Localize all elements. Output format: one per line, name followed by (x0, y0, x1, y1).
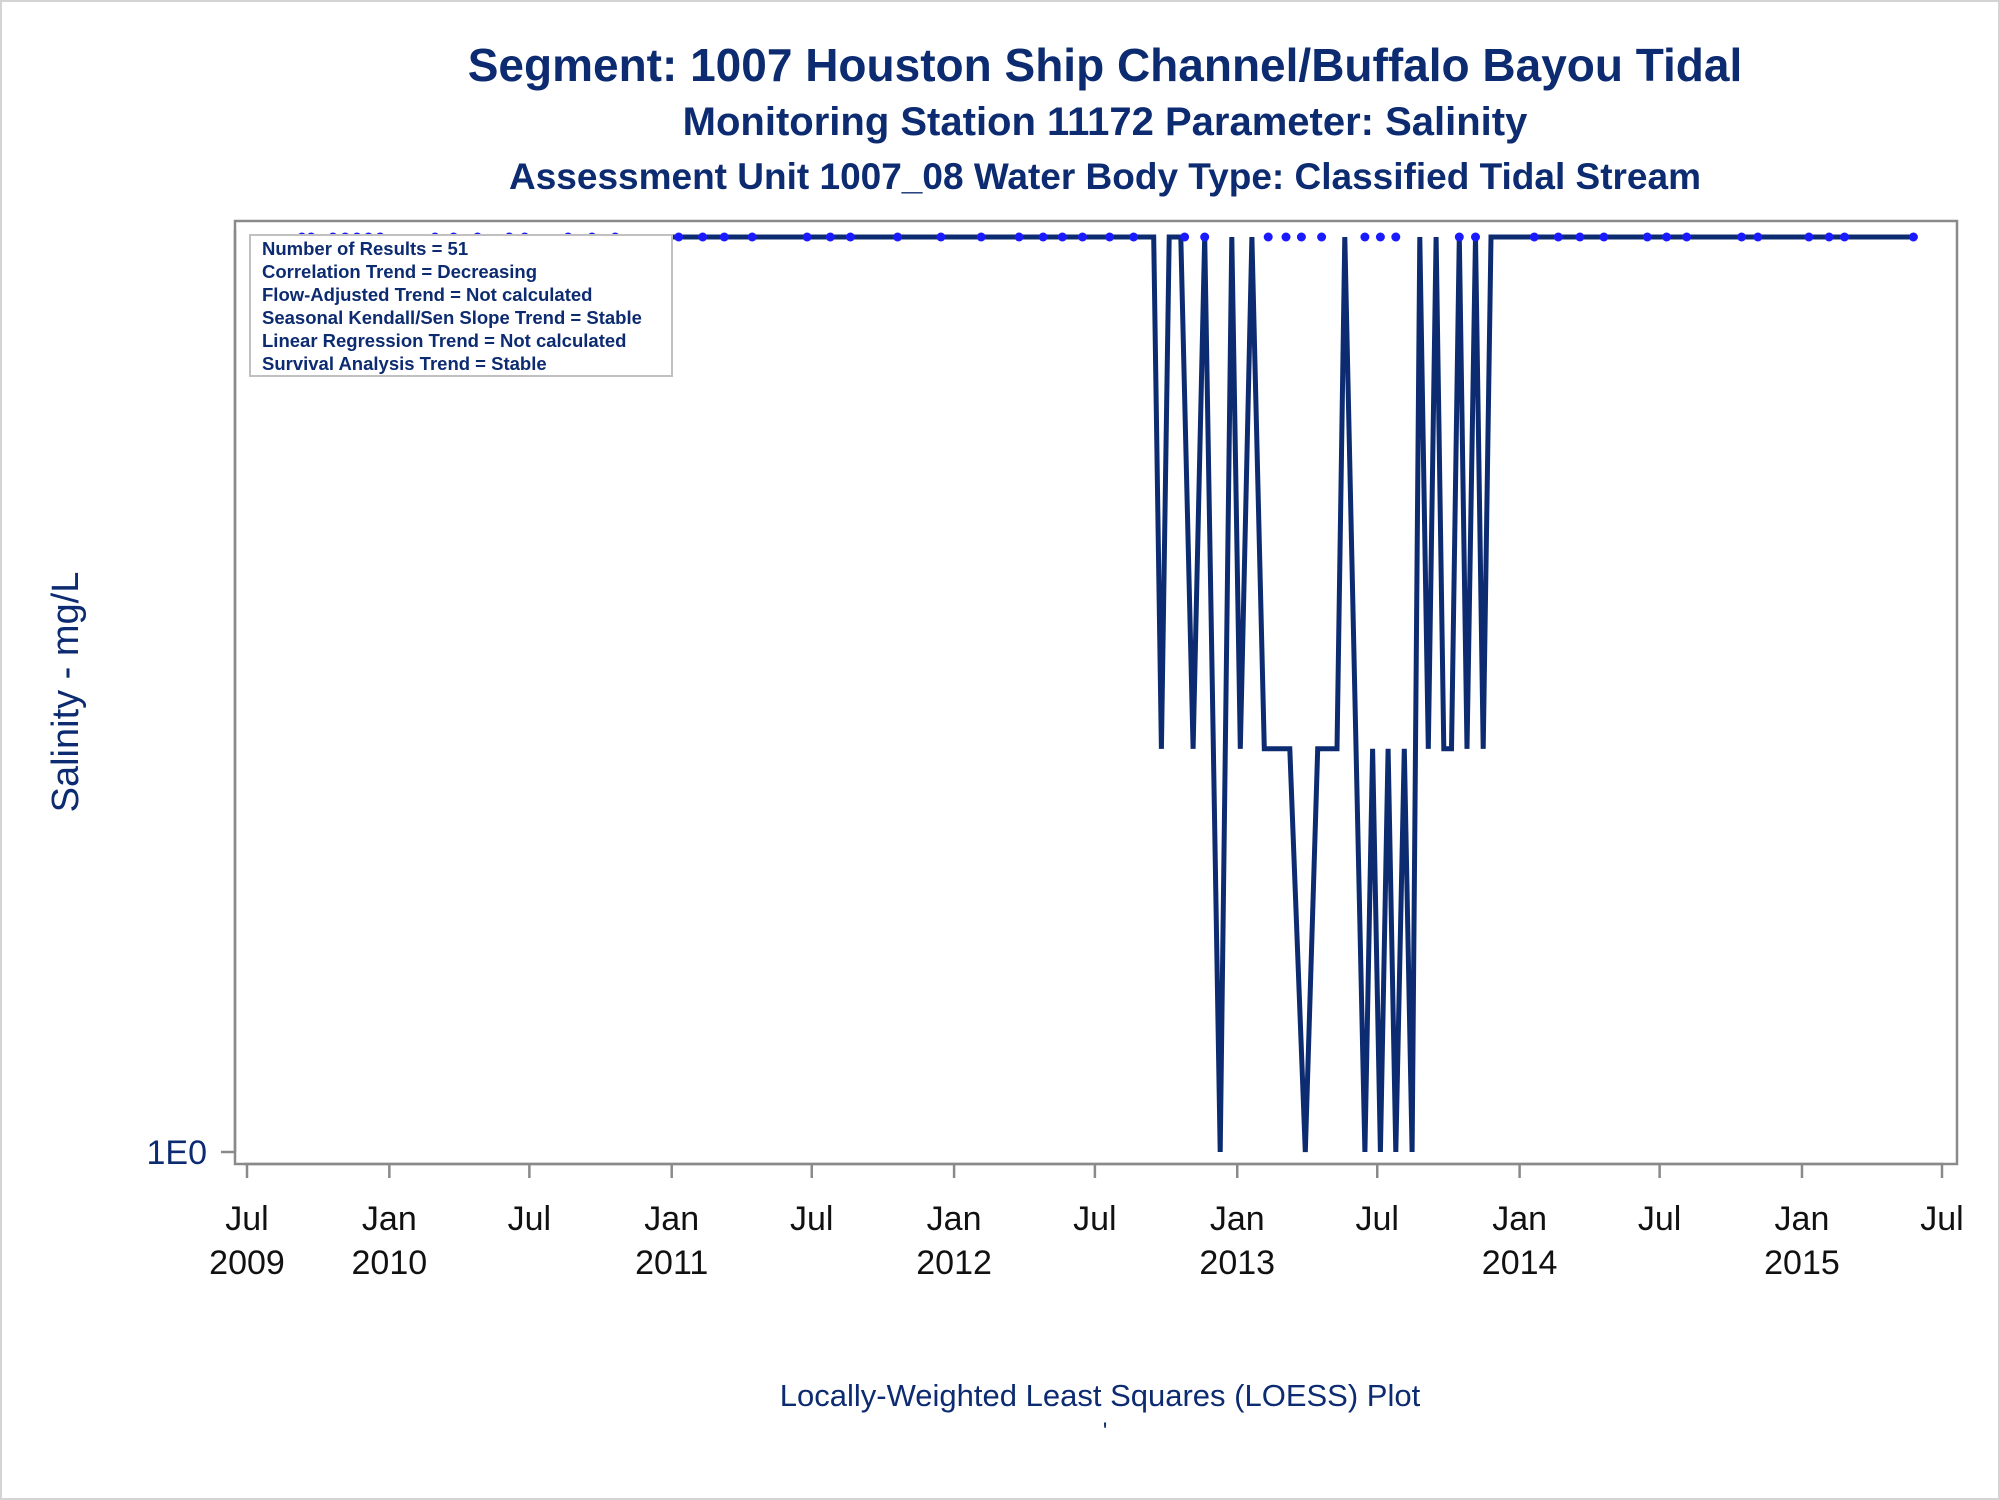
y-axis-ticks: 1E0 (147, 1134, 235, 1172)
y-tick-label: 1E0 (147, 1134, 208, 1172)
x-tick-label-year: 2010 (352, 1244, 428, 1282)
x-axis-ticks: Jul 2009 Jan 2010 Jul Jan 2011 Jul Jan 2012 Jul Jan… (209, 1164, 1964, 1282)
observation-point (1662, 232, 1672, 242)
observation-point (1105, 232, 1115, 242)
x-tick-label-month: Jul (508, 1200, 551, 1238)
stats-box-line: Survival Analysis Trend = Stable (262, 353, 547, 374)
observation-point (976, 232, 986, 242)
stats-box-line: Linear Regression Trend = Not calculated (262, 330, 626, 351)
observation-point (1360, 232, 1370, 242)
observation-point (1391, 232, 1401, 242)
observation-point (1642, 232, 1652, 242)
observation-point (1014, 232, 1024, 242)
x-tick-label-month: Jan (927, 1200, 982, 1238)
observation-point (893, 232, 903, 242)
observation-point (1529, 232, 1539, 242)
x-tick-label-month: Jan (1775, 1200, 1830, 1238)
observation-point (1281, 232, 1291, 242)
observation-point (747, 232, 757, 242)
chart-subtitle-station: Monitoring Station 11172 Parameter: Sali… (682, 100, 1528, 144)
observation-point (936, 232, 946, 242)
loess-series (301, 234, 1914, 1153)
plot-area (233, 219, 1959, 1166)
observation-point (1804, 232, 1814, 242)
x-tick-label-year: 2012 (916, 1244, 992, 1282)
observation-point (719, 232, 729, 242)
x-tick-label-year: 2014 (1482, 1244, 1558, 1282)
observation-point (802, 232, 812, 242)
observation-point (1753, 232, 1763, 242)
stats-box-border (249, 234, 673, 377)
observation-point (1575, 232, 1585, 242)
x-tick-label-year: 2011 (635, 1244, 708, 1282)
observation-point (1454, 232, 1464, 242)
chart-title: Segment: 1007 Houston Ship Channel/Buffa… (467, 39, 1743, 91)
observation-point (1599, 232, 1609, 242)
observation-point (1078, 232, 1087, 242)
observation-point (1375, 232, 1385, 242)
x-tick-label-month: Jul (1920, 1200, 1963, 1238)
observation-point (698, 232, 708, 242)
observation-point (1553, 232, 1563, 242)
chart-footnote-mark: ' (1102, 1418, 1108, 1445)
observation-point (1038, 232, 1048, 242)
stats-box-line: Correlation Trend = Decreasing (262, 261, 537, 282)
observation-point (674, 232, 684, 242)
x-tick-label-year: 2009 (209, 1244, 285, 1282)
observation-point (1682, 232, 1692, 242)
observation-point (1737, 232, 1747, 242)
y-axis-title: Salinity - mg/L (45, 572, 87, 813)
stats-box-line: Seasonal Kendall/Sen Slope Trend = Stabl… (262, 307, 642, 328)
x-tick-label-month: Jan (644, 1200, 699, 1238)
x-tick-label-year: 2013 (1199, 1244, 1275, 1282)
observation-point (1180, 232, 1190, 242)
observation-point (1840, 232, 1849, 242)
x-tick-label-month: Jan (1210, 1200, 1265, 1238)
loess-line (301, 234, 1914, 1153)
x-tick-label-month: Jul (790, 1200, 833, 1238)
observation-point (1129, 232, 1139, 242)
x-tick-label-month: Jul (1073, 1200, 1116, 1238)
chart-footnote: Locally-Weighted Least Squares (LOESS) P… (779, 1378, 1421, 1413)
observation-point (1263, 232, 1273, 242)
x-tick-label-month: Jul (1638, 1200, 1681, 1238)
x-tick-label-year: 2015 (1764, 1244, 1840, 1282)
observation-point (1317, 232, 1327, 242)
stats-box-line: Flow-Adjusted Trend = Not calculated (262, 284, 592, 305)
observation-point (1296, 232, 1306, 242)
x-tick-label-month: Jul (225, 1200, 268, 1238)
chart-subtitle-assessment: Assessment Unit 1007_08 Water Body Type:… (509, 156, 1701, 197)
stats-box-line: Number of Results = 51 (262, 238, 468, 259)
observation-point (1200, 232, 1210, 242)
x-tick-label-month: Jul (1356, 1200, 1399, 1238)
observation-point (1471, 232, 1480, 242)
x-tick-label-month: Jan (362, 1200, 417, 1238)
observation-point (845, 232, 855, 242)
observation-point (1057, 232, 1067, 242)
x-tick-label-month: Jan (1492, 1200, 1547, 1238)
observation-point (1824, 232, 1834, 242)
observation-point (825, 232, 835, 242)
observation-point (1908, 232, 1918, 242)
